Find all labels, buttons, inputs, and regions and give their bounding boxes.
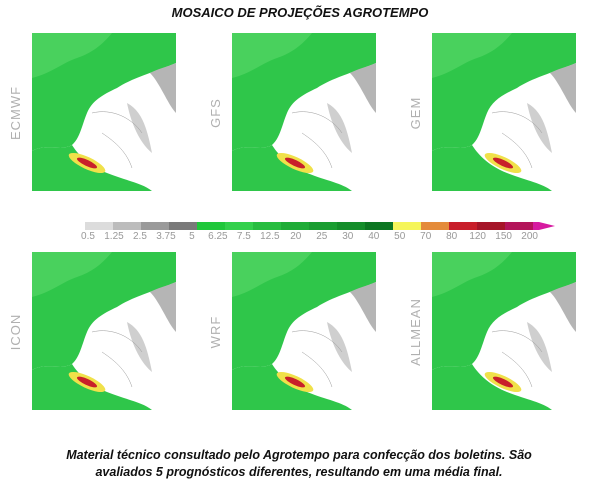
colorbar-segment	[253, 222, 281, 230]
colorbar-label: 40	[368, 231, 380, 242]
colorbar-label: 7.5	[237, 231, 251, 242]
panel-label: WRF	[208, 316, 223, 349]
colorbar-label: 150	[495, 231, 512, 242]
colorbar-label: 25	[316, 231, 328, 242]
colorbar-segment	[421, 222, 449, 230]
precip-core	[492, 376, 514, 388]
colorbar-segment	[113, 222, 141, 230]
colorbar-arrow	[533, 222, 555, 230]
colorbar-segment	[85, 222, 113, 230]
colorbar-segment	[449, 222, 477, 230]
panel-label: ICON	[8, 314, 23, 351]
colorbar-label: 12.5	[260, 231, 280, 242]
colorbar-segment	[281, 222, 309, 230]
colorbar-label: 50	[394, 231, 406, 242]
colorbar-label: 6.25	[208, 231, 228, 242]
precip-core	[76, 157, 98, 169]
colorbar-segment	[141, 222, 169, 230]
panel-label: GFS	[208, 98, 223, 128]
colorbar-segment	[197, 222, 225, 230]
map-panel	[32, 252, 176, 410]
title: MOSAICO DE PROJEÇÕES AGROTEMPO	[172, 5, 429, 20]
colorbar-segment	[393, 222, 421, 230]
colorbar-label: 2.5	[133, 231, 147, 242]
colorbar-segment	[169, 222, 197, 230]
colorbar-label: 0.5	[81, 231, 95, 242]
precip-core	[284, 157, 306, 169]
colorbar-label: 20	[290, 231, 302, 242]
caption-line: avaliados 5 prognósticos diferentes, res…	[95, 465, 502, 479]
panel-label: ECMWF	[8, 86, 23, 140]
colorbar-label: 80	[446, 231, 458, 242]
colorbar-label: 5	[189, 231, 195, 242]
colorbar-label: 200	[521, 231, 538, 242]
precip-core	[76, 376, 98, 388]
colorbar-label: 30	[342, 231, 354, 242]
colorbar-segment	[225, 222, 253, 230]
colorbar-segment	[505, 222, 533, 230]
precip-core	[492, 157, 514, 169]
colorbar-segment	[309, 222, 337, 230]
precip-core	[284, 376, 306, 388]
colorbar-label: 120	[469, 231, 486, 242]
colorbar-label: 3.75	[156, 231, 176, 242]
panel-label: ALLMEAN	[408, 298, 423, 366]
colorbar-segment	[477, 222, 505, 230]
caption-line: Material técnico consultado pelo Agrotem…	[66, 448, 532, 462]
colorbar-label: 70	[420, 231, 432, 242]
colorbar-segment	[337, 222, 365, 230]
colorbar-segment	[365, 222, 393, 230]
map-panel	[32, 33, 176, 191]
panel-label: GEM	[408, 97, 423, 130]
colorbar-label: 1.25	[104, 231, 124, 242]
